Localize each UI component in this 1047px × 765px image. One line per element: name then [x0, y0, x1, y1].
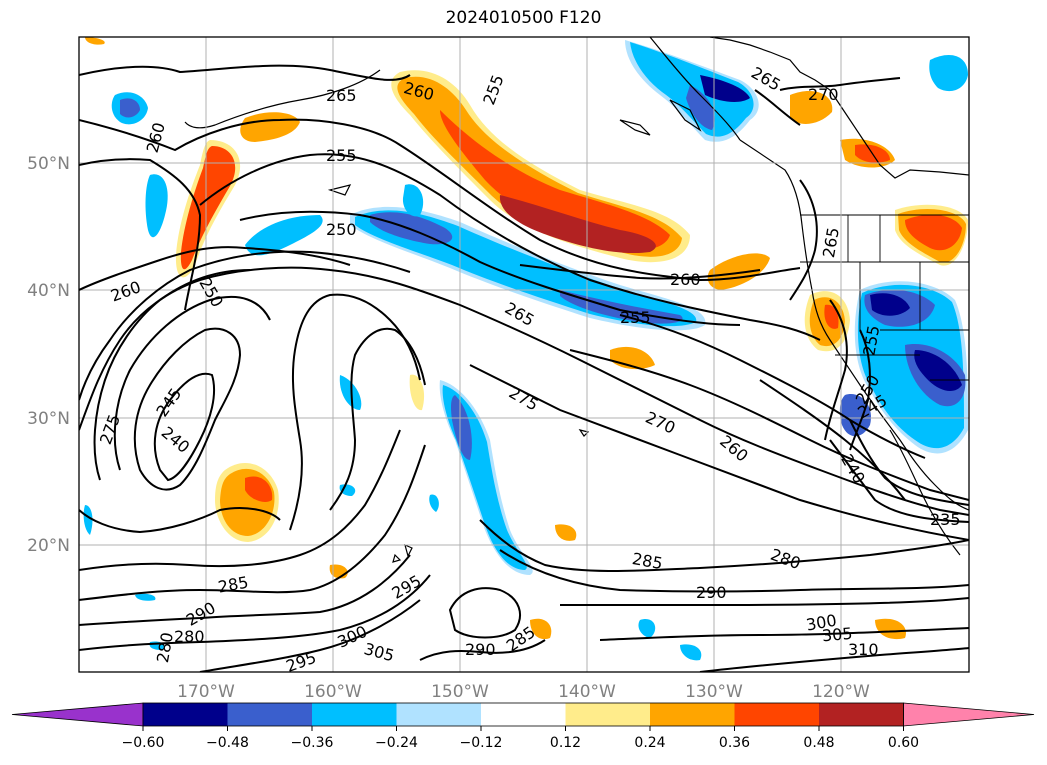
colorbar-segment	[819, 703, 904, 726]
colorbar-tick-label: −0.48	[206, 735, 249, 751]
contour-label: 290	[465, 640, 496, 659]
colorbar-tick-label: −0.24	[375, 735, 418, 751]
contour-label: 260	[670, 270, 701, 289]
colorbar-tick-label: 0.24	[634, 735, 665, 751]
longitude-label: 150°W	[431, 682, 489, 702]
colorbar-segment	[734, 703, 820, 726]
longitude-label: 160°W	[304, 682, 362, 702]
colorbar-tick-label: 0.12	[550, 735, 581, 751]
plot-border	[78, 36, 970, 673]
contour-label: 250	[326, 220, 357, 239]
latitude-label: 50°N	[27, 154, 70, 174]
colorbar-extend-max	[903, 702, 1035, 727]
latitude-label: 20°N	[27, 536, 70, 556]
contour-label: 235	[930, 510, 961, 529]
contour-label: 290	[696, 583, 727, 602]
colorbar: −0.60 −0.48 −0.36 −0.24 −0.12 0.12 0.24 0.36 0.4…	[11, 702, 1035, 751]
colorbar-border	[142, 702, 904, 727]
latitude-axis: 50°N 40°N 30°N 20°N	[27, 154, 70, 556]
colorbar-tick-label: −0.36	[291, 735, 334, 751]
longitude-label: 140°W	[558, 682, 616, 702]
contour-lines	[79, 64, 969, 672]
contour-label: 265	[326, 86, 357, 105]
colorbar-segment	[481, 703, 566, 726]
colorbar-tick-label: 0.60	[888, 735, 919, 751]
colorbar-tick-label: 0.36	[719, 735, 750, 751]
colorbar-segment	[650, 703, 735, 726]
contour-label: 270	[808, 85, 839, 104]
shaded-field	[83, 37, 968, 661]
longitude-label: 120°W	[812, 682, 870, 702]
coastlines	[184, 37, 969, 563]
longitude-label: 130°W	[685, 682, 743, 702]
longitude-label: 170°W	[177, 682, 235, 702]
colorbar-segment	[143, 703, 228, 726]
colorbar-segment	[396, 703, 482, 726]
colorbar-tick-label: −0.60	[122, 735, 165, 751]
colorbar-tick-label: 0.48	[803, 735, 834, 751]
contour-label: 280	[174, 627, 205, 646]
political-borders	[800, 214, 969, 381]
colorbar-segment	[227, 703, 313, 726]
latitude-label: 30°N	[27, 409, 70, 429]
contour-label: 310	[848, 640, 879, 659]
contour-label: 255	[326, 146, 357, 165]
longitude-axis: 170°W 160°W 150°W 140°W 130°W 120°W	[177, 682, 870, 702]
map-title: 2024010500 F120	[445, 8, 602, 28]
graticule	[79, 37, 969, 672]
contour-label: 305	[821, 624, 853, 646]
colorbar-segment	[565, 703, 651, 726]
colorbar-segment	[312, 703, 397, 726]
colorbar-extend-min	[11, 702, 144, 727]
contour-label: 255	[620, 308, 651, 327]
latitude-label: 40°N	[27, 281, 70, 301]
colorbar-tick-label: −0.12	[460, 735, 503, 751]
